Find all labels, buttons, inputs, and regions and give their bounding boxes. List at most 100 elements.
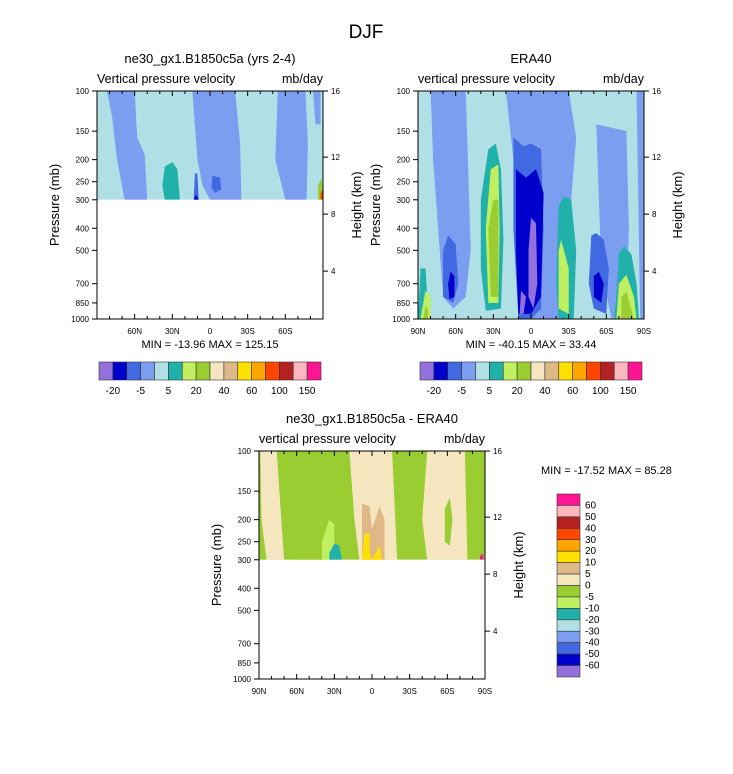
- x-tick-label: 30S: [403, 687, 417, 696]
- y2-tick-label: 12: [652, 153, 661, 162]
- colorbar-label: 30: [585, 535, 597, 546]
- colorbar-label: 60: [567, 386, 579, 397]
- contour-region: [558, 239, 569, 314]
- colorbar-swatch: [544, 361, 560, 381]
- contour-region: [519, 290, 526, 314]
- y-tick-label: 250: [76, 178, 90, 187]
- colorbar-swatch: [558, 361, 573, 381]
- x-tick-label: 0: [529, 327, 534, 336]
- y-tick-label: 100: [76, 87, 90, 96]
- contour-region: [423, 306, 428, 319]
- y-tick-label: 400: [238, 584, 252, 593]
- y2-tick-label: 16: [331, 87, 340, 96]
- colorbar-swatch: [475, 361, 490, 381]
- y2-axis-label: Height (km): [511, 531, 526, 598]
- colorbar-swatch: [251, 361, 266, 381]
- y-tick-label: 400: [397, 224, 411, 233]
- colorbar-label: 20: [512, 386, 524, 397]
- x-tick-label: 30S: [562, 327, 576, 336]
- contour-region: [107, 91, 148, 200]
- colorbar-swatch: [461, 361, 476, 381]
- colorbar-swatch: [516, 361, 532, 381]
- y-tick-label: 200: [397, 156, 411, 165]
- panel-diff: ne30_gx1.B1850c5a - ERA40 vertical press…: [209, 411, 672, 696]
- x-tick-label: 0: [370, 687, 375, 696]
- colorbar-label: 100: [271, 386, 288, 397]
- panel-title: ne30_gx1.B1850c5a - ERA40: [286, 411, 458, 426]
- panel-model: ne30_gx1.B1850c5a (yrs 2-4) Vertical pre…: [47, 51, 364, 397]
- colorbar-swatch: [556, 619, 581, 632]
- contour-region: [275, 91, 308, 200]
- min-max-label: MIN = -17.52 MAX = 85.28: [541, 465, 672, 477]
- colorbar-swatch: [502, 361, 518, 381]
- min-max-label: MIN = -13.96 MAX = 125.15: [142, 339, 279, 351]
- panel-title: ERA40: [510, 51, 551, 66]
- contour-region: [430, 91, 471, 309]
- y2-tick-label: 8: [493, 570, 498, 579]
- colorbar-swatch: [306, 361, 322, 381]
- contour-region: [621, 291, 634, 319]
- colorbar-label: 20: [191, 386, 203, 397]
- colorbar-swatch: [112, 361, 128, 381]
- contour-region: [422, 451, 468, 560]
- contour-region: [444, 497, 453, 546]
- colorbar-label: -40: [585, 638, 600, 649]
- x-tick-label: 60N: [127, 327, 142, 336]
- y2-tick-label: 8: [652, 210, 657, 219]
- x-tick-label: 60N: [289, 687, 304, 696]
- colorbar-swatch: [419, 361, 435, 381]
- colorbar-label: -20: [585, 615, 600, 626]
- colorbar-label: 40: [585, 523, 597, 534]
- contour-region: [362, 533, 370, 560]
- panel-title: ne30_gx1.B1850c5a (yrs 2-4): [124, 51, 295, 66]
- contour-region: [420, 290, 431, 319]
- contour-region: [193, 194, 199, 200]
- colorbar-swatch: [154, 361, 169, 381]
- min-max-label: MIN = -40.15 MAX = 33.44: [466, 339, 597, 351]
- colorbar-swatch: [627, 361, 643, 381]
- y-tick-label: 200: [76, 156, 90, 165]
- colorbar-swatch: [556, 528, 581, 541]
- x-tick-label: 30N: [486, 327, 501, 336]
- x-tick-label: 30N: [165, 327, 180, 336]
- y-tick-label: 1000: [392, 315, 410, 324]
- colorbar-label: 60: [246, 386, 258, 397]
- right-string: mb/day: [282, 72, 324, 86]
- colorbar-swatch: [556, 516, 581, 529]
- colorbar-swatch: [556, 585, 581, 598]
- y-axis-label: Pressure (mb): [47, 164, 62, 246]
- colorbar-swatch: [556, 608, 581, 621]
- colorbar-label: -5: [457, 386, 466, 397]
- contour-region: [162, 162, 180, 200]
- y-tick-label: 300: [397, 196, 411, 205]
- contour-region: [260, 451, 285, 560]
- colorbar-label: -30: [585, 626, 600, 637]
- colorbar-swatch: [209, 361, 225, 381]
- y2-tick-label: 8: [331, 210, 336, 219]
- colorbar-swatch: [447, 361, 462, 381]
- y-tick-label: 1000: [71, 315, 89, 324]
- colorbar-swatch: [556, 505, 581, 518]
- colorbar-swatch: [195, 361, 211, 381]
- colorbar-swatch: [530, 361, 546, 381]
- y-tick-label: 850: [238, 659, 252, 668]
- x-tick-label: 60N: [448, 327, 463, 336]
- figure-title: DJF: [349, 22, 384, 43]
- colorbar-swatch: [237, 361, 252, 381]
- y-tick-label: 100: [397, 87, 411, 96]
- colorbar-swatch: [140, 361, 155, 381]
- colorbar-swatch: [586, 361, 601, 381]
- y-tick-label: 500: [76, 246, 90, 255]
- x-tick-label: 60S: [599, 327, 613, 336]
- y-tick-label: 200: [238, 516, 252, 525]
- y-tick-label: 700: [397, 280, 411, 289]
- contour-region: [320, 189, 323, 200]
- colorbar-swatch: [223, 361, 239, 381]
- colorbar-swatch: [181, 361, 197, 381]
- left-string: vertical pressure velocity: [418, 72, 556, 86]
- colorbar-label: -10: [585, 603, 600, 614]
- colorbar-label: 5: [487, 386, 493, 397]
- contour-region: [593, 271, 604, 303]
- colorbar-label: 50: [585, 512, 597, 523]
